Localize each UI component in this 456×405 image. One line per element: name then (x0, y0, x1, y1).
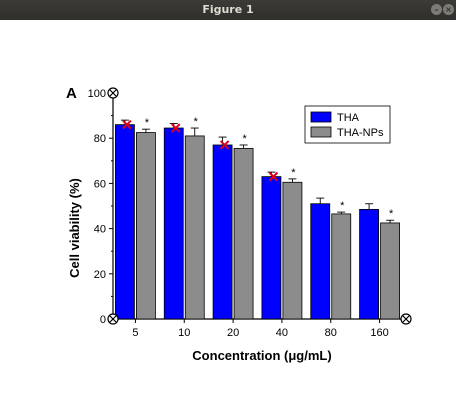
y-tick-label: 40 (94, 224, 106, 236)
y-axis-label: Cell viability (%) (67, 178, 82, 278)
bar (261, 176, 282, 320)
bar-chart: A Cell viability (%) Concentration (μg/m… (66, 85, 412, 363)
x-tick-label: 20 (227, 327, 239, 339)
bar (163, 127, 184, 320)
red-cross-marker (268, 171, 279, 182)
bar (359, 208, 379, 320)
window-titlebar: Figure 1 – × (0, 0, 456, 20)
red-cross-stroke (268, 171, 279, 182)
axis-handle-icon (400, 313, 412, 325)
plot-area: 0 20 40 60 80 100 * 5 * 10 * 20 * 40 * 80 * 160 (88, 87, 412, 339)
significance-marker: * (340, 200, 345, 212)
legend-label: THA-NPs (337, 127, 384, 139)
y-tick-label: 0 (100, 314, 106, 326)
axis-handle-icon (107, 87, 119, 99)
x-tick-label: 10 (178, 327, 190, 339)
handle-stroke (402, 315, 410, 323)
bar (212, 144, 233, 320)
red-cross-marker (122, 119, 132, 130)
legend-swatch (310, 111, 332, 123)
red-cross-marker (171, 123, 181, 133)
bar (380, 222, 400, 320)
significance-marker: * (389, 208, 394, 220)
x-tick-label: 80 (325, 327, 337, 339)
legend-swatch (310, 126, 332, 138)
minimize-icon[interactable]: – (431, 4, 442, 15)
bar (282, 181, 303, 320)
x-axis-label: Concentration (μg/mL) (192, 348, 331, 363)
x-tick-label: 40 (276, 327, 288, 339)
window-title: Figure 1 (202, 3, 254, 16)
significance-marker: * (194, 116, 199, 128)
panel-label: A (66, 85, 77, 102)
figure-canvas: A Cell viability (%) Concentration (μg/m… (0, 20, 456, 400)
red-cross-marker (219, 140, 230, 150)
bar (310, 203, 331, 320)
significance-marker: * (145, 117, 150, 129)
y-tick-label: 100 (88, 88, 106, 100)
x-tick-label: 5 (132, 327, 138, 339)
legend: THA THA-NPs (304, 105, 391, 144)
significance-marker: * (242, 133, 247, 145)
legend-label: THA (337, 112, 360, 124)
axis-handle-icon (107, 313, 119, 325)
significance-marker: * (291, 167, 296, 179)
red-cross-stroke (122, 119, 132, 130)
red-cross-stroke (219, 140, 230, 150)
bar (184, 135, 205, 320)
bar (115, 124, 135, 320)
bar (233, 147, 254, 320)
red-cross-stroke (171, 123, 181, 133)
y-tick-label: 80 (94, 133, 106, 145)
handle-stroke (109, 89, 117, 97)
handle-stroke (109, 315, 117, 323)
bar (136, 132, 156, 320)
bar (331, 213, 352, 320)
y-tick-label: 60 (94, 178, 106, 190)
y-tick-label: 20 (94, 269, 106, 281)
x-tick-label: 160 (370, 327, 388, 339)
close-icon[interactable]: × (443, 4, 454, 15)
